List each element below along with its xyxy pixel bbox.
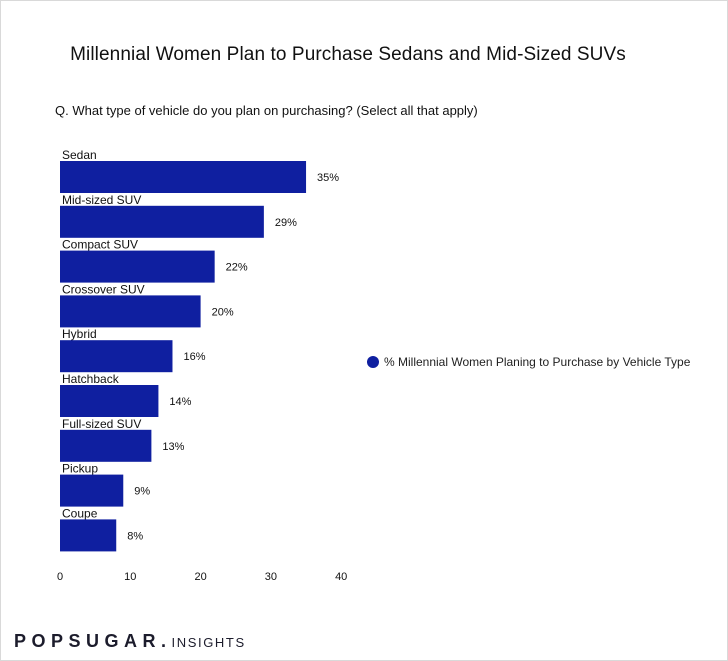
category-label: Full-sized SUV <box>62 417 141 431</box>
x-tick-label: 30 <box>265 571 277 583</box>
popsugar-insights-logo: POPSUGAR.INSIGHTS <box>14 631 246 652</box>
category-label: Mid-sized SUV <box>62 193 141 207</box>
logo-main-text: POPSUGAR. <box>14 631 172 651</box>
bar <box>60 295 201 328</box>
legend: % Millennial Women Planing to Purchase b… <box>367 355 690 369</box>
category-label: Pickup <box>62 462 98 476</box>
data-label: 16% <box>183 351 205 363</box>
category-label: Crossover SUV <box>62 282 145 296</box>
data-label: 35% <box>317 172 339 184</box>
legend-label: % Millennial Women Planing to Purchase b… <box>384 355 691 369</box>
legend-swatch <box>367 356 379 368</box>
category-label: Coupe <box>62 506 98 520</box>
x-tick-label: 40 <box>335 571 347 583</box>
logo-sub-text: INSIGHTS <box>171 635 246 650</box>
bar <box>60 474 124 507</box>
bar <box>60 385 159 417</box>
chart-title: Millennial Women Plan to Purchase Sedans… <box>70 44 626 65</box>
data-label: 20% <box>212 306 234 318</box>
category-label: Hybrid <box>62 327 97 341</box>
bar <box>60 250 215 283</box>
category-label: Compact SUV <box>62 238 138 252</box>
chart-subtitle: Q. What type of vehicle do you plan on p… <box>55 103 478 118</box>
data-label: 9% <box>134 486 150 498</box>
x-tick-label: 20 <box>194 571 206 583</box>
category-label: Sedan <box>62 148 97 162</box>
category-label: Hatchback <box>62 372 120 386</box>
data-label: 22% <box>226 262 248 274</box>
data-label: 8% <box>127 530 143 542</box>
bar <box>60 519 117 552</box>
bar <box>60 340 173 373</box>
bar <box>60 205 264 238</box>
data-label: 14% <box>169 396 191 408</box>
data-label: 29% <box>275 217 297 229</box>
x-tick-label: 0 <box>57 571 63 583</box>
data-label: 13% <box>162 441 184 453</box>
bar <box>60 429 152 462</box>
bar <box>60 161 307 193</box>
x-tick-label: 10 <box>124 571 136 583</box>
